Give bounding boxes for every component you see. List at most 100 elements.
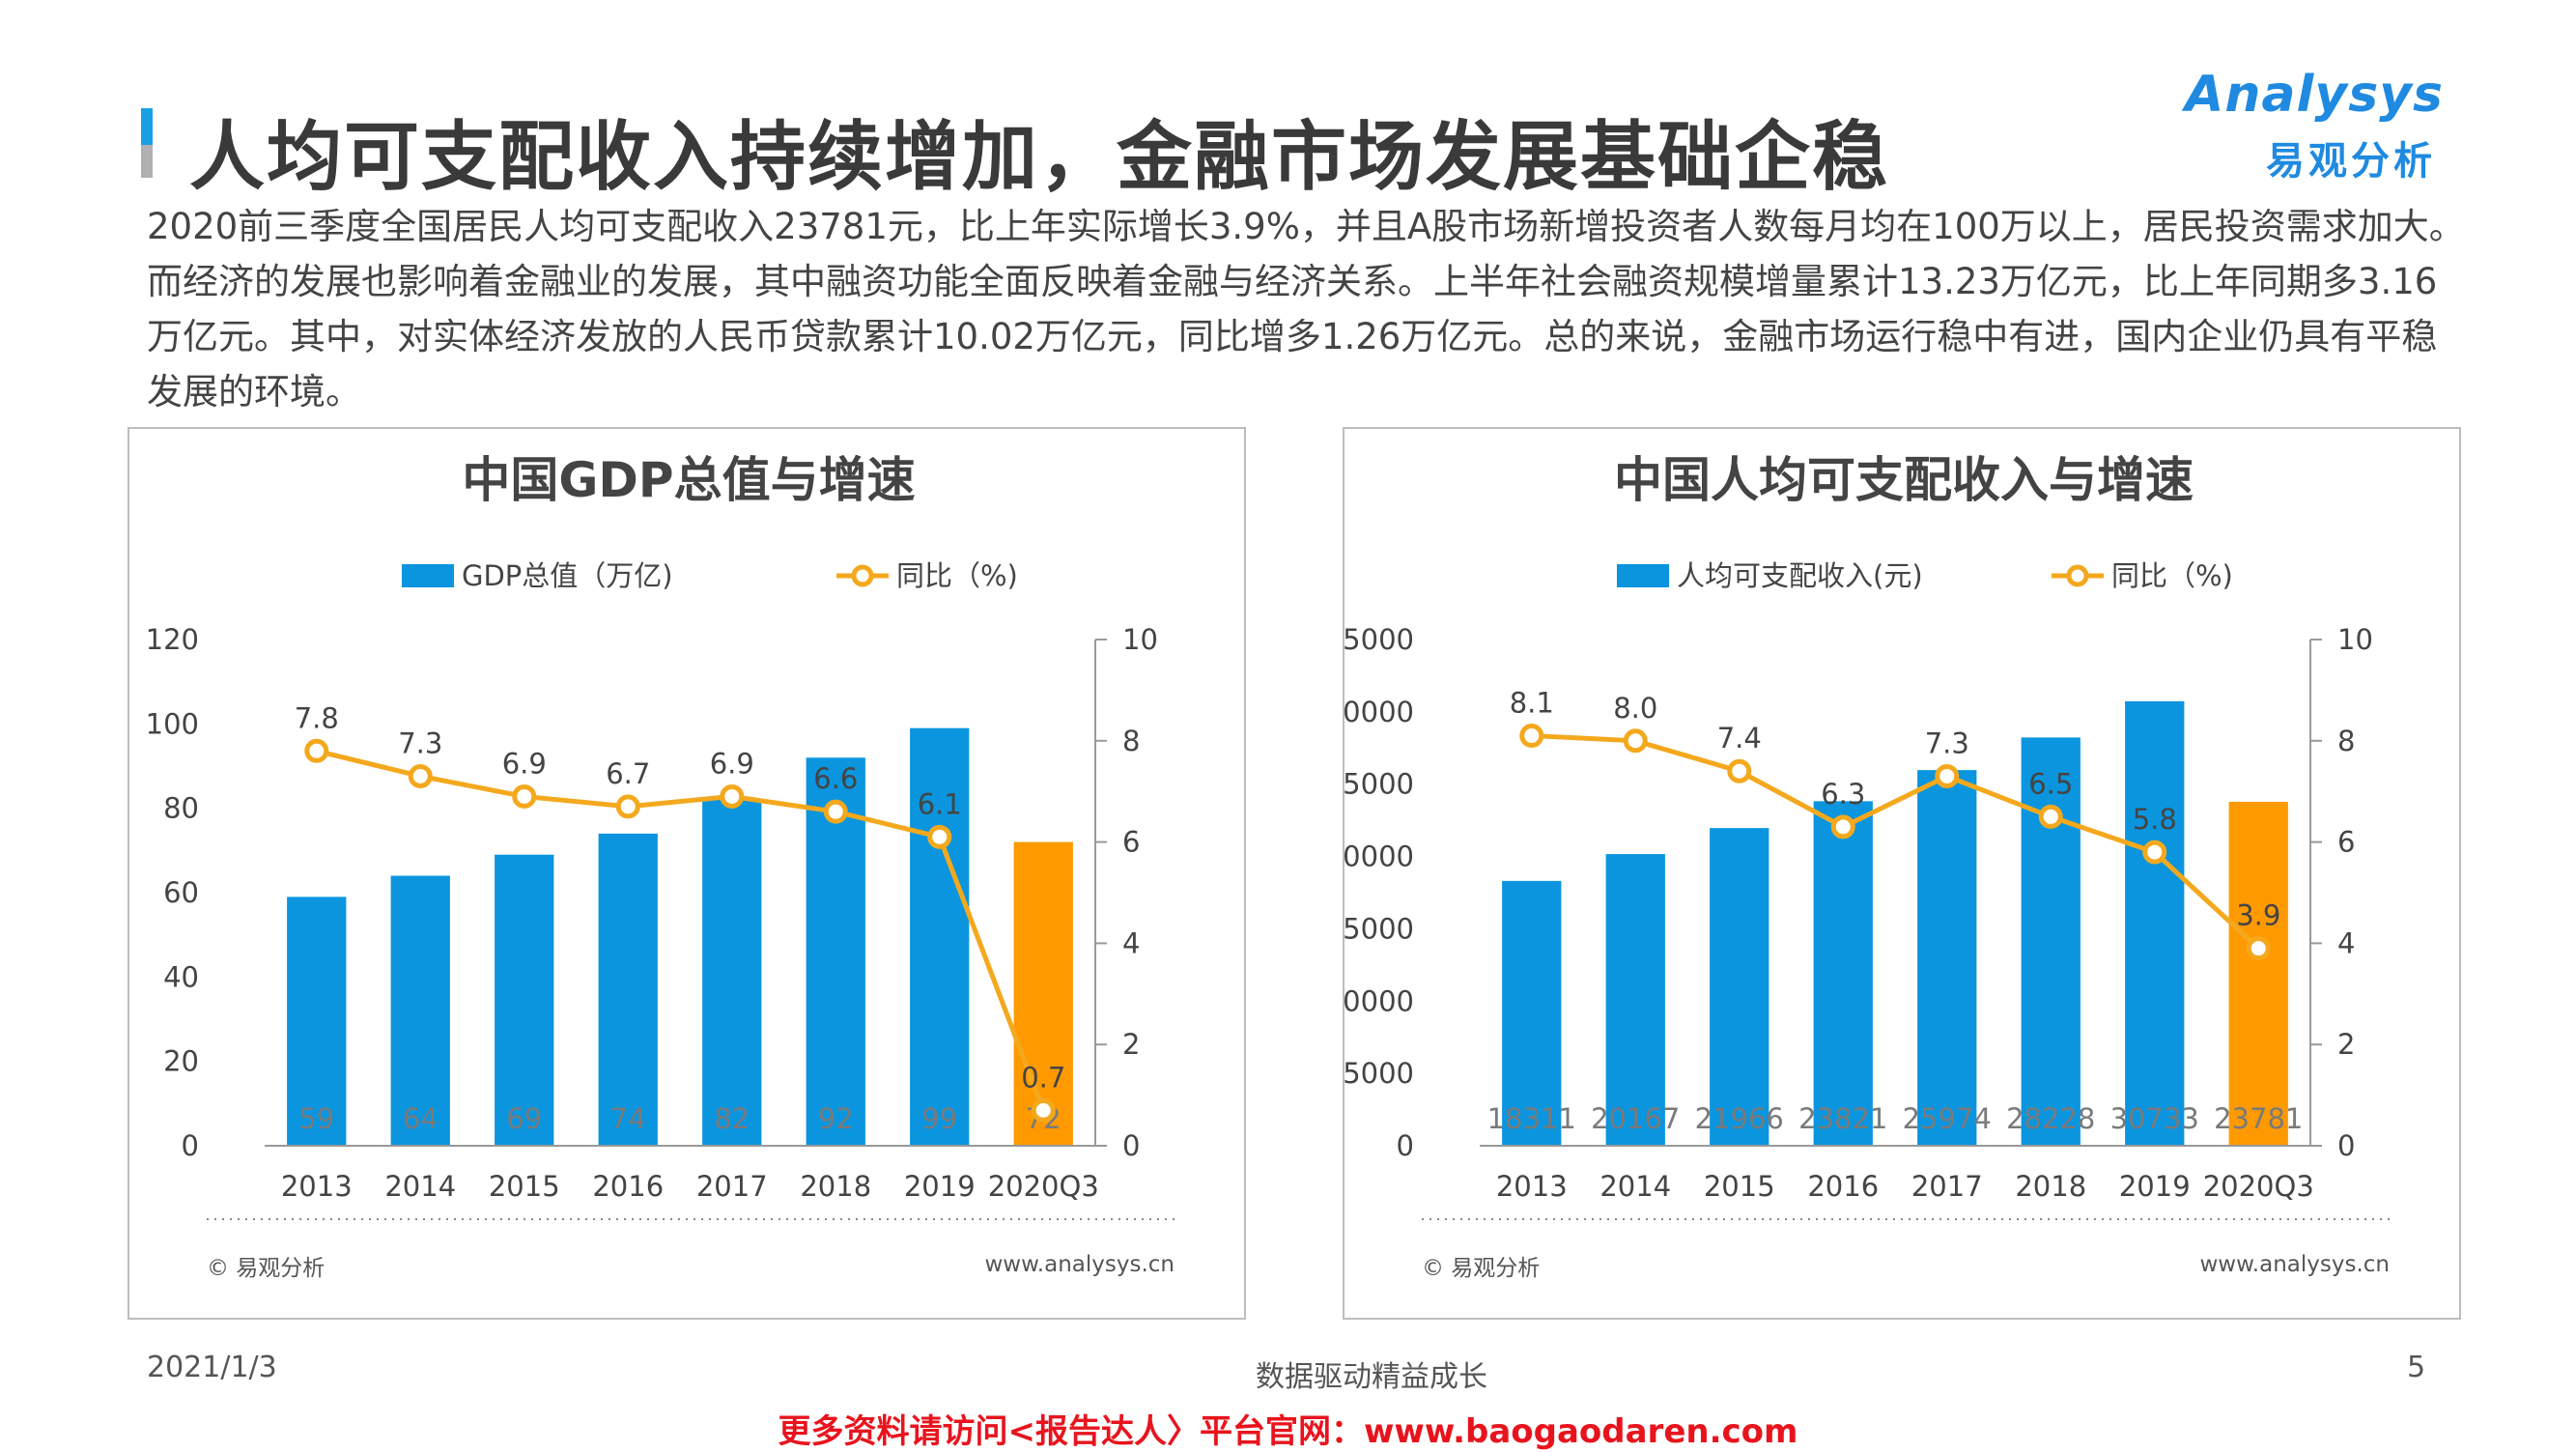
- logo-text-en: Analysys: [2185, 66, 2444, 124]
- bar: [390, 875, 450, 1146]
- line-value-label: 6.7: [606, 757, 650, 790]
- x-tick-label: 2016: [1807, 1170, 1879, 1203]
- bar: [1917, 770, 1977, 1146]
- line-value-label: 7.3: [398, 726, 442, 759]
- line-point: [823, 799, 848, 824]
- page-title: 人均可支配收入持续增加，金融市场发展基础企稳: [189, 114, 1890, 201]
- footer-date: 2021/1/3: [147, 1351, 277, 1384]
- line-value-label: 6.5: [2028, 767, 2073, 800]
- line-point: [1935, 763, 1960, 788]
- y-left-tick-label: 35000: [1345, 623, 1414, 656]
- y-left-tick-label: 60: [163, 876, 199, 909]
- footer-slogan: 数据驱动精益成长: [1256, 1360, 1487, 1394]
- y-left-tick-label: 100: [146, 707, 199, 740]
- bar: [910, 727, 970, 1146]
- intro-paragraph: 2020前三季度全国居民人均可支配收入23781元，比上年实际增长3.9%，并且…: [147, 206, 2465, 413]
- line-value-label: 6.6: [813, 762, 858, 795]
- bar: [1502, 880, 1562, 1146]
- line-point: [720, 783, 745, 809]
- x-tick-label: 2015: [1704, 1170, 1775, 1203]
- y-left-tick-label: 20: [163, 1045, 199, 1078]
- bar-value-label: 28228: [2006, 1102, 2095, 1135]
- x-tick-label: 2017: [1911, 1170, 1983, 1203]
- growth-line: [1531, 733, 2260, 951]
- line-point: [408, 763, 433, 788]
- legend-bar-label: 人均可支配收入(元): [1677, 559, 1923, 592]
- bar-value-label: 64: [403, 1102, 439, 1135]
- chart-title: 中国人均可支配收入与增速: [1614, 452, 2194, 508]
- legend-line-label: 同比（%): [2111, 559, 2233, 592]
- line-point: [2142, 840, 2167, 865]
- bar: [702, 799, 762, 1146]
- line-value-label: 6.9: [502, 747, 547, 780]
- growth-line: [316, 748, 1046, 1112]
- bar-value-label: 99: [921, 1102, 957, 1135]
- line-value-label: 8.0: [1613, 692, 1657, 725]
- y-left-tick-label: 40: [163, 960, 199, 993]
- bar: [495, 854, 554, 1146]
- title-accent-bar: [141, 108, 153, 178]
- y-left-tick-label: 80: [163, 792, 199, 825]
- y-right-tick-label: 8: [1122, 725, 1140, 757]
- y-right-tick-label: 4: [1122, 926, 1140, 959]
- bar: [287, 897, 347, 1146]
- legend-bar-label: GDP总值（万亿): [462, 559, 673, 592]
- line-value-label: 7.4: [1717, 722, 1762, 754]
- y-right-tick-label: 8: [2337, 725, 2355, 757]
- legend-bar-swatch: [1617, 564, 1669, 587]
- y-left-tick-label: 10000: [1345, 984, 1414, 1017]
- y-right-tick-label: 6: [1122, 826, 1140, 859]
- bar: [1013, 841, 1073, 1146]
- line-value-label: 6.9: [710, 747, 754, 780]
- y-left-tick-label: 5000: [1345, 1057, 1414, 1090]
- bar: [2125, 700, 2185, 1146]
- legend-line-marker: [851, 564, 874, 587]
- x-tick-label: 2013: [281, 1170, 353, 1203]
- line-point: [1830, 814, 1855, 840]
- bar-value-label: 59: [298, 1102, 334, 1135]
- bar: [1710, 828, 1769, 1146]
- line-point: [512, 783, 537, 809]
- y-right-tick-label: 0: [1122, 1129, 1140, 1162]
- line-point: [1031, 1097, 1056, 1123]
- x-tick-label: 2018: [2015, 1170, 2086, 1203]
- line-point: [304, 738, 329, 763]
- legend-line-label: 同比（%): [896, 559, 1018, 592]
- x-tick-label: 2019: [904, 1170, 976, 1203]
- bar-value-label: 30733: [2110, 1102, 2199, 1135]
- line-point: [927, 824, 952, 849]
- line-point: [2246, 936, 2271, 961]
- x-tick-label: 2016: [592, 1170, 664, 1203]
- bar-value-label: 74: [610, 1102, 646, 1135]
- bar: [2228, 801, 2288, 1146]
- x-tick-label: 2020Q3: [2203, 1170, 2314, 1203]
- line-value-label: 0.7: [1021, 1061, 1065, 1094]
- x-tick-label: 2015: [489, 1170, 560, 1203]
- line-point: [615, 794, 640, 819]
- bar-value-label: 20167: [1591, 1102, 1680, 1135]
- y-left-tick-label: 0: [182, 1129, 199, 1162]
- x-tick-label: 2014: [384, 1170, 456, 1203]
- logo-text-cn: 易观分析: [2266, 139, 2436, 184]
- line-point: [1727, 758, 1752, 783]
- x-tick-label: 2020Q3: [988, 1170, 1099, 1203]
- line-point: [1519, 724, 1544, 749]
- y-right-tick-label: 6: [2337, 826, 2355, 859]
- source-website: www.analysys.cn: [984, 1252, 1175, 1277]
- line-point: [1623, 728, 1648, 754]
- source-website: www.analysys.cn: [2199, 1252, 2390, 1277]
- bar: [1813, 801, 1873, 1146]
- legend-bar-swatch: [402, 564, 454, 587]
- bar-value-label: 25974: [1903, 1102, 1992, 1135]
- y-left-tick-label: 30000: [1345, 696, 1414, 728]
- bar-value-label: 92: [818, 1102, 854, 1135]
- y-right-tick-label: 10: [1122, 623, 1158, 656]
- line-value-label: 8.1: [1510, 687, 1554, 720]
- x-tick-label: 2013: [1496, 1170, 1568, 1203]
- promo-link[interactable]: 更多资料请访问<报告达人〉平台官网：www.baogaodaren.com: [778, 1412, 1798, 1451]
- page-number: 5: [2407, 1351, 2426, 1384]
- line-value-label: 5.8: [2133, 803, 2177, 836]
